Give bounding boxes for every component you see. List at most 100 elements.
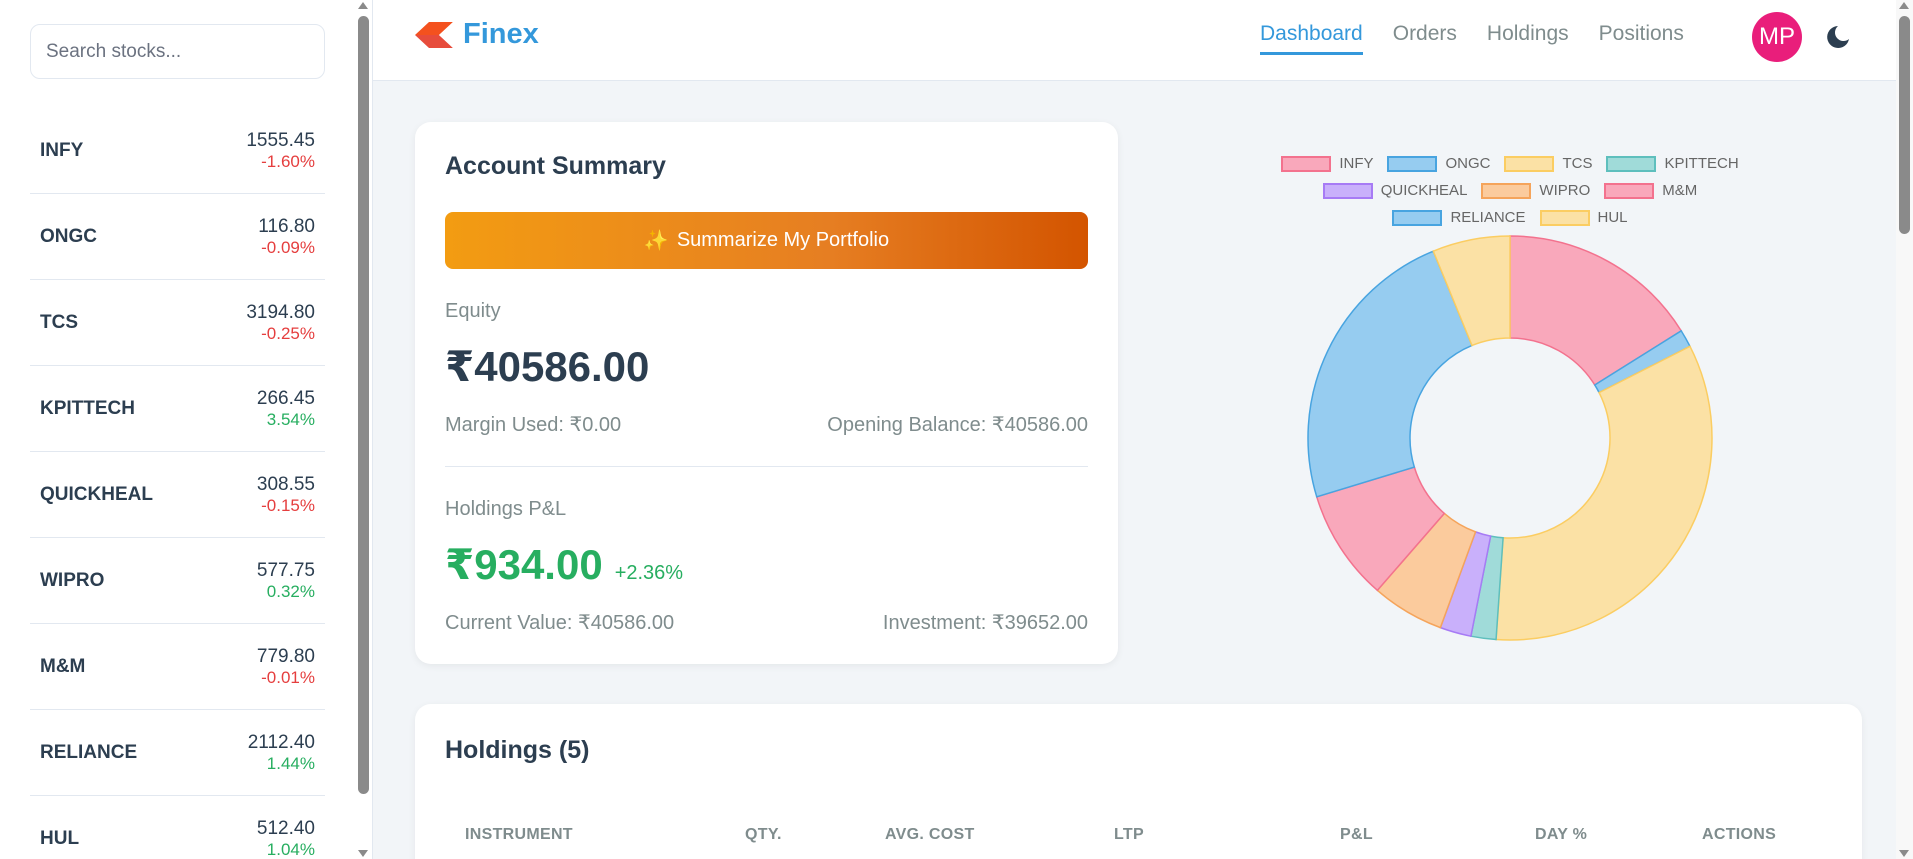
column-header-day-pct[interactable]: DAY % [1535,826,1588,843]
watchlist-item[interactable]: HUL 512.40 1.04% [30,796,325,859]
watchlist-item[interactable]: KPITTECH 266.45 3.54% [30,366,325,452]
donut-slice-infy[interactable] [1509,235,1683,386]
stock-price: 779.80 [256,645,315,667]
stock-change: 1.44% [266,753,315,773]
holdings-pl-percent: +2.36% [614,562,684,584]
legend-swatch [1481,182,1532,199]
legend-item[interactable]: TCS [1504,155,1592,172]
column-header-instrument[interactable]: INSTRUMENT [465,826,573,843]
equity-value: ₹40586.00 [445,343,650,390]
column-header-qty[interactable]: QTY. [745,826,782,843]
stock-symbol: ONGC [40,225,97,247]
legend-item[interactable]: ONGC [1387,155,1490,172]
watchlist-item[interactable]: M&M 779.80 -0.01% [30,624,325,710]
stock-symbol: WIPRO [40,569,105,591]
watchlist-item[interactable]: INFY 1555.45 -1.60% [30,108,325,194]
finex-logo-icon [415,21,453,48]
stock-quote: 2112.40 1.44% [248,732,315,773]
donut-slice-hul[interactable] [1432,235,1511,347]
legend-swatch [1392,209,1443,226]
watchlist: INFY 1555.45 -1.60% ONGC 116.80 -0.09% TCS 3194… [30,108,325,859]
stock-quote: 116.80 -0.09% [258,216,315,257]
scroll-down-arrow-icon[interactable] [358,850,368,857]
stock-symbol: HUL [40,827,80,849]
stock-price: 512.40 [256,817,315,839]
stock-price: 308.55 [256,473,315,495]
holdings-title: Holdings (5) [445,736,590,764]
legend-item[interactable]: M&M [1604,182,1697,199]
column-header-pl[interactable]: P&L [1340,826,1373,843]
brand-logo[interactable]: Finex [415,18,539,51]
page-scrollbar[interactable] [1896,0,1913,859]
column-header-ltp[interactable]: LTP [1114,826,1144,843]
legend-label: ONGC [1445,155,1491,172]
search-field[interactable] [30,24,325,79]
sidebar-divider [372,0,373,859]
nav-dashboard[interactable]: Dashboard [1260,22,1363,55]
main-nav: Dashboard Orders Holdings Positions [1260,22,1684,55]
stock-price: 116.80 [258,215,315,237]
nav-holdings[interactable]: Holdings [1486,22,1569,45]
current-value: Current Value: ₹40586.00 [445,612,675,634]
equity-label: Equity [445,300,501,322]
watchlist-item[interactable]: TCS 3194.80 -0.25% [30,280,325,366]
sidebar-scrollbar[interactable] [355,0,372,859]
legend-label: INFY [1339,155,1374,172]
stock-change: 3.54% [266,409,315,429]
stock-quote: 266.45 3.54% [257,388,315,429]
column-header-avg-cost[interactable]: AVG. COST [885,826,975,843]
legend-item[interactable]: HUL [1539,209,1628,226]
scrollbar-thumb[interactable] [1899,16,1910,234]
stock-symbol: INFY [40,139,84,161]
legend-label: RELIANCE [1450,209,1526,226]
legend-row: QUICKHEAL WIPRO M&M [1180,177,1840,204]
legend-item[interactable]: WIPRO [1481,182,1590,199]
scroll-up-arrow-icon[interactable] [1899,2,1909,9]
donut-slice-reliance[interactable] [1307,250,1474,498]
user-avatar[interactable]: MP [1752,12,1802,62]
scroll-down-arrow-icon[interactable] [1899,850,1909,857]
watchlist-item[interactable]: WIPRO 577.75 0.32% [30,538,325,624]
stock-price: 2112.40 [247,731,315,753]
legend-swatch [1322,182,1373,199]
stock-quote: 3194.80 -0.25% [246,302,315,343]
holdings-pl: ₹934.00 +2.36% [445,540,683,589]
nav-orders[interactable]: Orders [1392,22,1457,45]
legend-swatch [1604,182,1655,199]
stock-quote: 308.55 -0.15% [257,474,315,515]
stock-symbol: RELIANCE [40,741,138,763]
scroll-up-arrow-icon[interactable] [358,2,368,9]
donut-slice-tcs[interactable] [1495,345,1713,641]
stock-symbol: QUICKHEAL [40,483,153,505]
opening-balance: Opening Balance: ₹40586.00 [827,414,1088,436]
donut-chart[interactable] [1306,234,1714,642]
stock-change: 1.04% [266,839,315,859]
holdings-card: Holdings (5) INSTRUMENT QTY. AVG. COST L… [415,704,1862,859]
holdings-donut-chart: INFY ONGC TCS KPITTECH QUICKHEAL WIPRO M&M RELI… [1180,140,1840,660]
watchlist-item[interactable]: RELIANCE 2112.40 1.44% [30,710,325,796]
stock-change: -0.15% [261,495,315,515]
legend-item[interactable]: QUICKHEAL [1322,182,1468,199]
stock-change: 0.32% [266,581,315,601]
stock-symbol: M&M [40,655,86,677]
investment-value: Investment: ₹39652.00 [882,612,1088,634]
chart-legend: INFY ONGC TCS KPITTECH QUICKHEAL WIPRO M&M RELI… [1180,150,1840,231]
stock-price: 1555.45 [246,129,315,151]
watchlist-item[interactable]: ONGC 116.80 -0.09% [30,194,325,280]
legend-item[interactable]: KPITTECH [1606,155,1739,172]
summarize-portfolio-button[interactable]: ✨ Summarize My Portfolio [445,212,1088,269]
margin-row: Margin Used: ₹0.00 Opening Balance: ₹405… [445,412,1088,437]
scrollbar-thumb[interactable] [358,16,369,794]
legend-label: M&M [1662,182,1698,199]
legend-label: QUICKHEAL [1380,182,1468,199]
watchlist-item[interactable]: QUICKHEAL 308.55 -0.15% [30,452,325,538]
section-divider [445,466,1088,467]
stock-price: 577.75 [256,559,315,581]
legend-label: TCS [1562,155,1593,172]
nav-positions[interactable]: Positions [1598,22,1684,45]
legend-item[interactable]: RELIANCE [1392,209,1526,226]
search-input[interactable] [31,25,324,78]
legend-row: RELIANCE HUL [1180,204,1840,231]
moon-icon[interactable] [1824,23,1852,51]
legend-item[interactable]: INFY [1281,155,1373,172]
